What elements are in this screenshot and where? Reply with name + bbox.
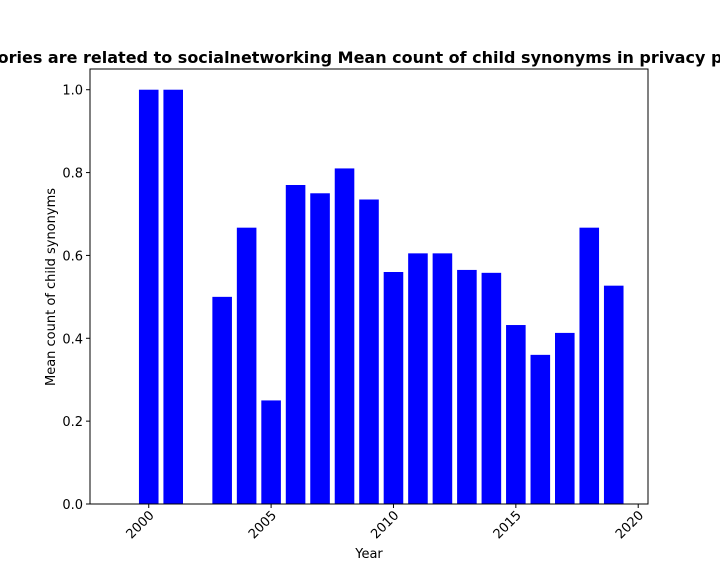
x-axis: 2000 2005 2010 2015 2020	[124, 504, 647, 542]
x-tick-label: 2000	[124, 508, 158, 542]
y-tick-label: 0.8	[62, 167, 83, 182]
y-tick-label: 0.4	[62, 332, 83, 347]
bar-2010	[383, 272, 404, 504]
chart-title: ories are related to socialnetworking Me…	[0, 48, 720, 67]
bar-2013	[457, 269, 477, 504]
bar-2019	[603, 285, 624, 504]
bar-2004	[236, 227, 257, 504]
bar-2018	[579, 227, 600, 504]
y-tick-label: 0.6	[62, 249, 83, 264]
plot-frame	[89, 68, 649, 505]
x-tick-label: 2010	[368, 508, 402, 542]
bar-2011	[408, 253, 428, 504]
bars-group	[138, 89, 624, 505]
bar-2015	[506, 325, 526, 504]
bar-2016	[530, 354, 551, 504]
y-axis-label: Mean count of child synonyms	[44, 188, 59, 386]
bar-2000	[138, 89, 159, 504]
bar-2003	[212, 296, 232, 504]
bar-2017	[555, 332, 575, 504]
bar-2006	[285, 185, 306, 504]
bar-2009	[359, 199, 379, 504]
bar-2001	[163, 89, 183, 504]
y-tick-label: 0.2	[62, 415, 83, 430]
x-axis-label: Year	[354, 547, 383, 562]
x-tick-label: 2020	[613, 508, 647, 542]
y-tick-label: 0.0	[62, 498, 83, 513]
bar-2012	[432, 253, 453, 504]
bar-2008	[334, 168, 355, 504]
y-tick-label: 1.0	[62, 84, 83, 99]
y-axis: 0.0 0.2 0.4 0.6 0.8 1.0	[62, 84, 90, 513]
x-tick-label: 2015	[491, 508, 525, 542]
x-tick-label: 2005	[246, 508, 280, 542]
bar-2005	[261, 400, 281, 504]
bar-2007	[310, 193, 330, 505]
bar-2014	[481, 272, 502, 504]
